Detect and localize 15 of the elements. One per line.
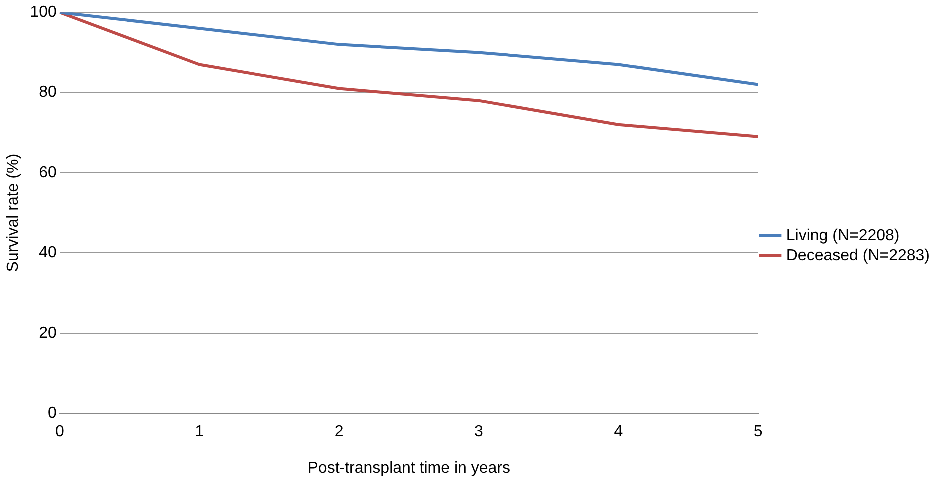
- y-axis-title: Survival rate (%): [5, 154, 22, 272]
- y-tick-label: 0: [48, 405, 57, 422]
- y-tick-label: 40: [39, 244, 57, 262]
- y-tick-label: 100: [30, 4, 57, 22]
- x-tick-label: 4: [614, 424, 624, 441]
- y-tick-label: 60: [39, 164, 57, 182]
- y-tick-label: 20: [39, 324, 57, 342]
- x-tick-label: 2: [334, 424, 344, 441]
- legend-label: Living (N=2208): [786, 227, 900, 244]
- x-tick-label: 3: [474, 424, 484, 441]
- x-axis-title: Post-transplant time in years: [308, 460, 510, 477]
- x-tick-label: 5: [754, 424, 763, 441]
- legend-label: Deceased (N=2283): [786, 247, 930, 264]
- y-tick-label: 80: [39, 84, 57, 102]
- x-tick-label: 1: [195, 424, 204, 441]
